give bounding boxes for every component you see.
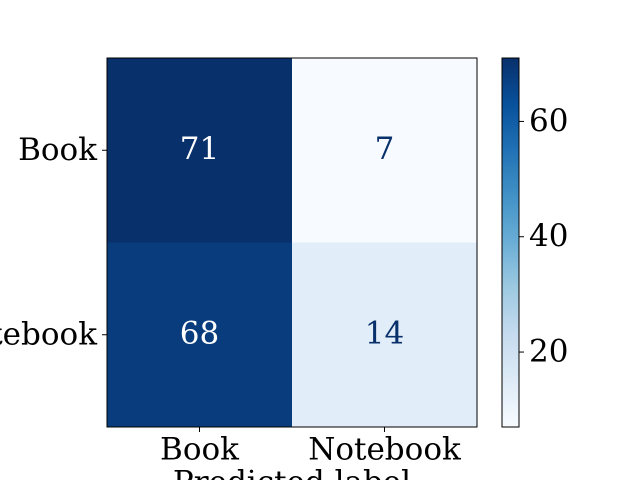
cell-label: 7 xyxy=(375,131,395,167)
x-axis-label: Predicted label xyxy=(173,465,411,480)
cell xyxy=(107,242,293,428)
cell xyxy=(292,242,478,428)
colorbar-tick-label: 20 xyxy=(529,334,568,370)
cell-label: 71 xyxy=(180,131,219,167)
plot-frame xyxy=(106,57,478,428)
colorbar xyxy=(501,57,520,428)
cell xyxy=(292,58,478,243)
cell-label: 14 xyxy=(365,315,404,351)
y-tick-label: Notebook xyxy=(0,316,97,352)
x-tick-label: Notebook xyxy=(308,432,461,468)
x-tick-label: Book xyxy=(160,432,239,468)
y-tick-label: Book xyxy=(18,132,97,168)
colorbar-tick-label: 60 xyxy=(529,103,568,139)
colorbar-tick-label: 40 xyxy=(529,218,568,254)
cell-label: 68 xyxy=(180,315,219,351)
cell xyxy=(107,58,293,243)
